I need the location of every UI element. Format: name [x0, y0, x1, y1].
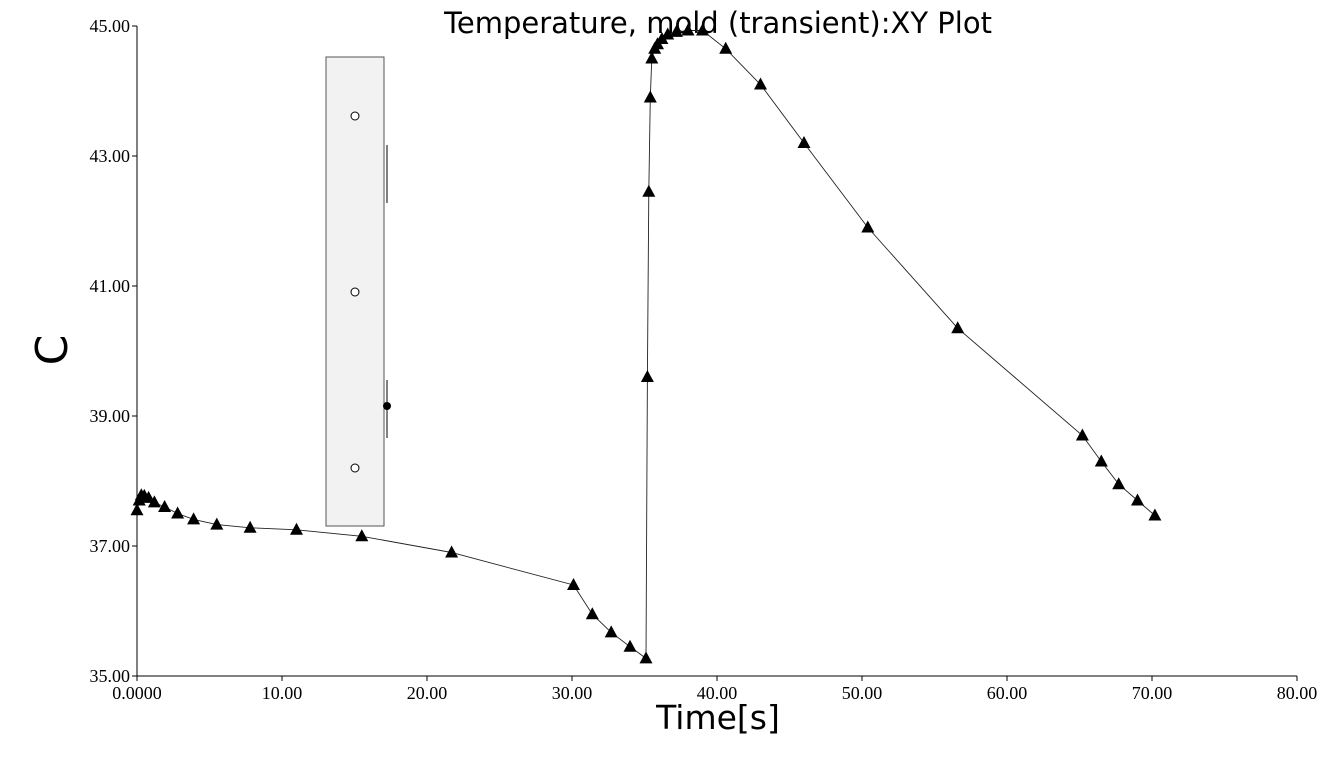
- x-tick-label: 60.00: [987, 683, 1028, 703]
- data-point: [243, 520, 257, 533]
- y-tick-label: 45.00: [90, 16, 131, 36]
- data-point: [147, 495, 161, 508]
- x-tick-label: 10.00: [262, 683, 303, 703]
- data-point: [210, 517, 224, 530]
- y-tick-label: 35.00: [90, 666, 131, 686]
- data-point: [187, 512, 201, 525]
- legend-box[interactable]: [325, 56, 391, 527]
- data-point: [669, 24, 683, 37]
- data-point: [797, 136, 811, 148]
- legend-radio-icon: [350, 463, 360, 473]
- data-point: [643, 90, 657, 103]
- axes: 35.00 37.00 39.00 41.00 43.00 45.00 0.0000 10.0…: [90, 16, 1318, 703]
- data-point: [158, 500, 172, 512]
- data-point: [696, 23, 709, 36]
- data-point: [623, 639, 637, 652]
- data-point: [130, 503, 144, 516]
- data-point: [951, 321, 965, 334]
- data-point: [1094, 454, 1108, 467]
- data-point: [640, 370, 654, 382]
- data-point: [445, 545, 459, 558]
- x-tick-label: 80.00: [1277, 683, 1318, 703]
- data-point: [567, 578, 580, 590]
- x-tick-label: 30.00: [552, 683, 593, 703]
- y-axis-label: C: [27, 335, 78, 366]
- legend-slider-handle-icon: [383, 402, 391, 410]
- x-tick-label: 40.00: [697, 683, 738, 703]
- data-point: [1148, 508, 1162, 521]
- y-tick-label: 37.00: [90, 536, 131, 556]
- x-tick-label: 70.00: [1132, 683, 1173, 703]
- x-tick-label: 0.0000: [112, 683, 162, 703]
- data-point: [355, 529, 369, 542]
- data-point: [1075, 428, 1089, 441]
- x-tick-label: 20.00: [407, 683, 448, 703]
- y-tick-label: 41.00: [90, 276, 131, 296]
- legend-radio-icon: [350, 111, 360, 121]
- data-point: [642, 184, 656, 197]
- data-point: [645, 51, 659, 64]
- data-point: [290, 522, 303, 535]
- x-tick-label: 50.00: [842, 683, 883, 703]
- data-point: [142, 490, 156, 503]
- data-point: [681, 23, 695, 36]
- data-point: [754, 77, 767, 90]
- data-point: [604, 625, 618, 638]
- y-tick-label: 39.00: [90, 406, 131, 426]
- data-point: [719, 41, 733, 54]
- data-point: [585, 607, 599, 620]
- data-point: [1112, 477, 1126, 490]
- data-point: [655, 32, 669, 44]
- chart-title: Temperature, mold (transient):XY Plot: [443, 6, 992, 40]
- data-point: [639, 651, 653, 664]
- data-point: [861, 220, 875, 233]
- series-group: [130, 23, 1162, 664]
- x-axis-label: Time[s]: [655, 698, 780, 737]
- data-point: [1131, 493, 1144, 506]
- legend-radio-icon: [350, 287, 360, 297]
- series-line: [136, 30, 1156, 660]
- data-point: [171, 506, 185, 519]
- y-tick-label: 43.00: [90, 146, 131, 166]
